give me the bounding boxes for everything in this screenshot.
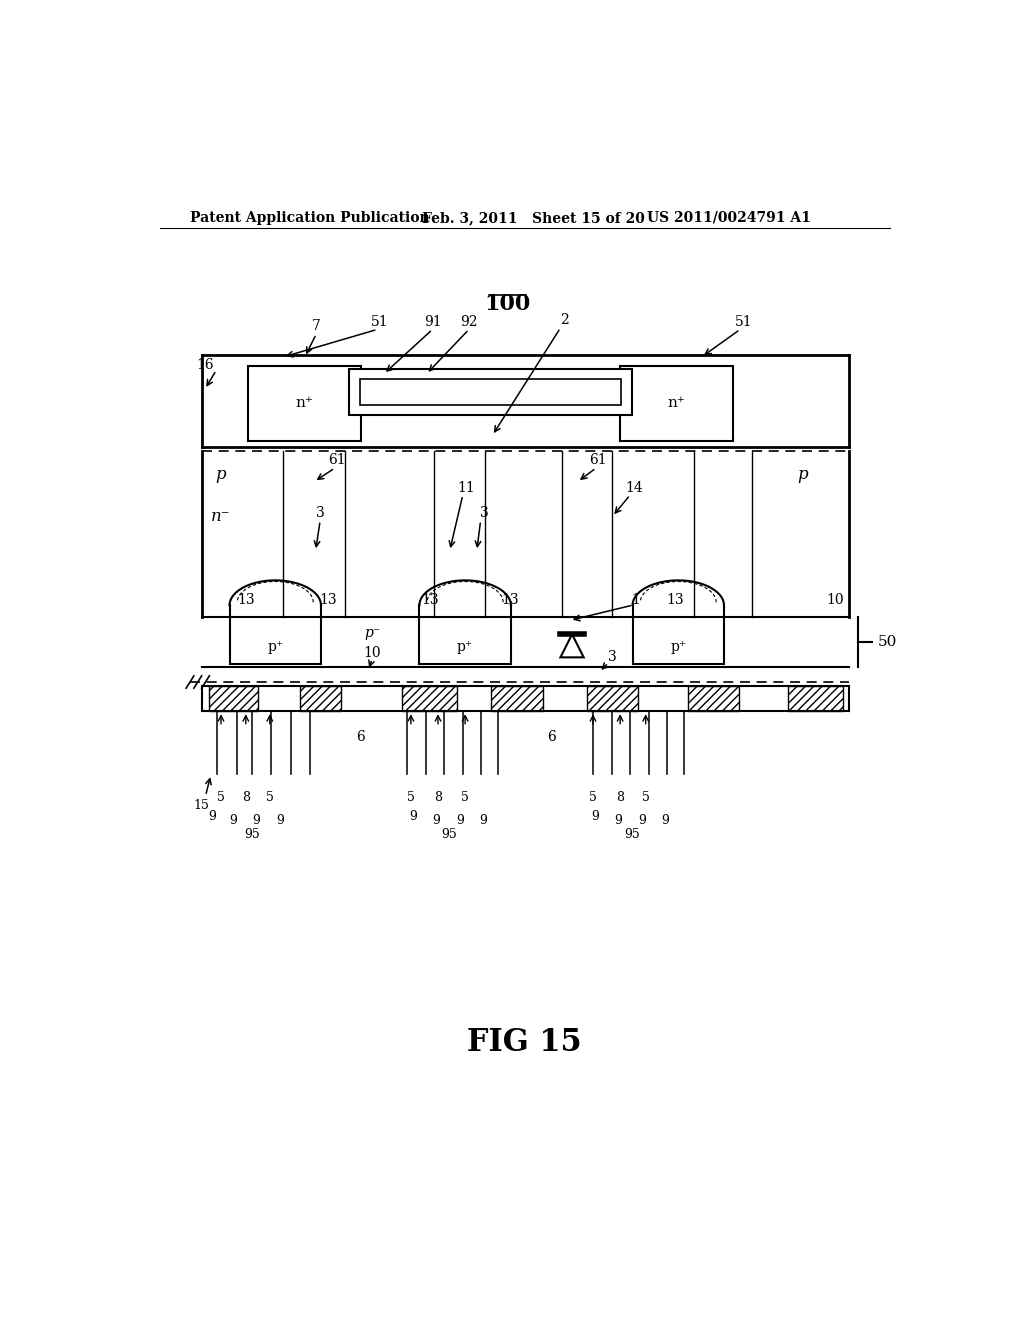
Text: n⁺: n⁺ (295, 396, 313, 411)
Bar (490, 686, 543, 711)
Text: 9: 9 (479, 814, 486, 828)
Text: 6: 6 (548, 730, 556, 744)
Text: 92: 92 (460, 314, 478, 329)
Text: 9: 9 (662, 814, 669, 828)
Text: p: p (797, 466, 808, 483)
Text: 95: 95 (441, 828, 458, 841)
Text: 61: 61 (590, 453, 607, 467)
Text: 3: 3 (315, 506, 325, 520)
Text: 8: 8 (434, 791, 442, 804)
Text: 2: 2 (560, 313, 568, 327)
Text: 16: 16 (197, 358, 214, 372)
Bar (248, 366, 360, 441)
Text: 91: 91 (424, 314, 441, 329)
Text: 9: 9 (410, 810, 417, 824)
Text: 95: 95 (624, 828, 640, 841)
Text: n⁻: n⁻ (211, 508, 230, 525)
Text: p⁻: p⁻ (364, 627, 380, 640)
Text: 13: 13 (237, 593, 255, 607)
Bar (209, 686, 258, 711)
Text: 9: 9 (208, 810, 216, 824)
Text: 50: 50 (878, 635, 897, 648)
Text: 11: 11 (458, 480, 475, 495)
Text: 10: 10 (826, 593, 844, 607)
Text: 100: 100 (484, 293, 530, 315)
Text: 13: 13 (422, 593, 439, 607)
Text: 5: 5 (461, 791, 469, 804)
Bar (349, 368, 632, 414)
Text: 15: 15 (194, 799, 210, 812)
Text: 9: 9 (252, 814, 260, 828)
Text: 7: 7 (312, 319, 321, 333)
Text: p⁺: p⁺ (457, 640, 473, 655)
Bar (359, 379, 621, 405)
Text: 8: 8 (616, 791, 624, 804)
Bar (621, 366, 732, 441)
Text: 14: 14 (626, 480, 643, 495)
Bar (300, 686, 341, 711)
Text: 5: 5 (407, 791, 415, 804)
Text: US 2011/0024791 A1: US 2011/0024791 A1 (647, 211, 811, 224)
Text: 10: 10 (364, 645, 381, 660)
Text: Feb. 3, 2011   Sheet 15 of 20: Feb. 3, 2011 Sheet 15 of 20 (423, 211, 645, 224)
Text: 3: 3 (608, 649, 616, 664)
Text: 13: 13 (667, 593, 684, 607)
Text: 61: 61 (329, 453, 346, 467)
Text: 95: 95 (244, 828, 260, 841)
Text: 5: 5 (589, 791, 597, 804)
Text: 13: 13 (319, 593, 337, 607)
Text: p⁺: p⁺ (670, 640, 686, 655)
Bar (401, 686, 458, 711)
Bar (788, 686, 843, 711)
Polygon shape (560, 635, 584, 657)
Text: FIG 15: FIG 15 (468, 1027, 582, 1057)
Text: 1: 1 (631, 593, 640, 607)
Bar (587, 686, 638, 711)
Text: 9: 9 (229, 814, 238, 828)
Text: 3: 3 (480, 506, 488, 520)
Text: 9: 9 (456, 814, 464, 828)
Text: 13: 13 (502, 593, 519, 607)
Text: 9: 9 (275, 814, 284, 828)
Text: 51: 51 (735, 314, 753, 329)
Text: 9: 9 (638, 814, 646, 828)
Text: 9: 9 (432, 814, 440, 828)
Text: 9: 9 (614, 814, 623, 828)
Text: 5: 5 (217, 791, 225, 804)
Text: 5: 5 (642, 791, 649, 804)
Text: p⁺: p⁺ (267, 640, 284, 655)
Text: p: p (216, 466, 226, 483)
Text: 51: 51 (371, 314, 389, 329)
Text: 5: 5 (266, 791, 273, 804)
Text: Patent Application Publication: Patent Application Publication (190, 211, 430, 224)
Text: 6: 6 (356, 730, 365, 744)
Bar (687, 686, 738, 711)
Text: 8: 8 (242, 791, 250, 804)
Text: n⁺: n⁺ (667, 396, 685, 411)
Text: 9: 9 (592, 810, 599, 824)
